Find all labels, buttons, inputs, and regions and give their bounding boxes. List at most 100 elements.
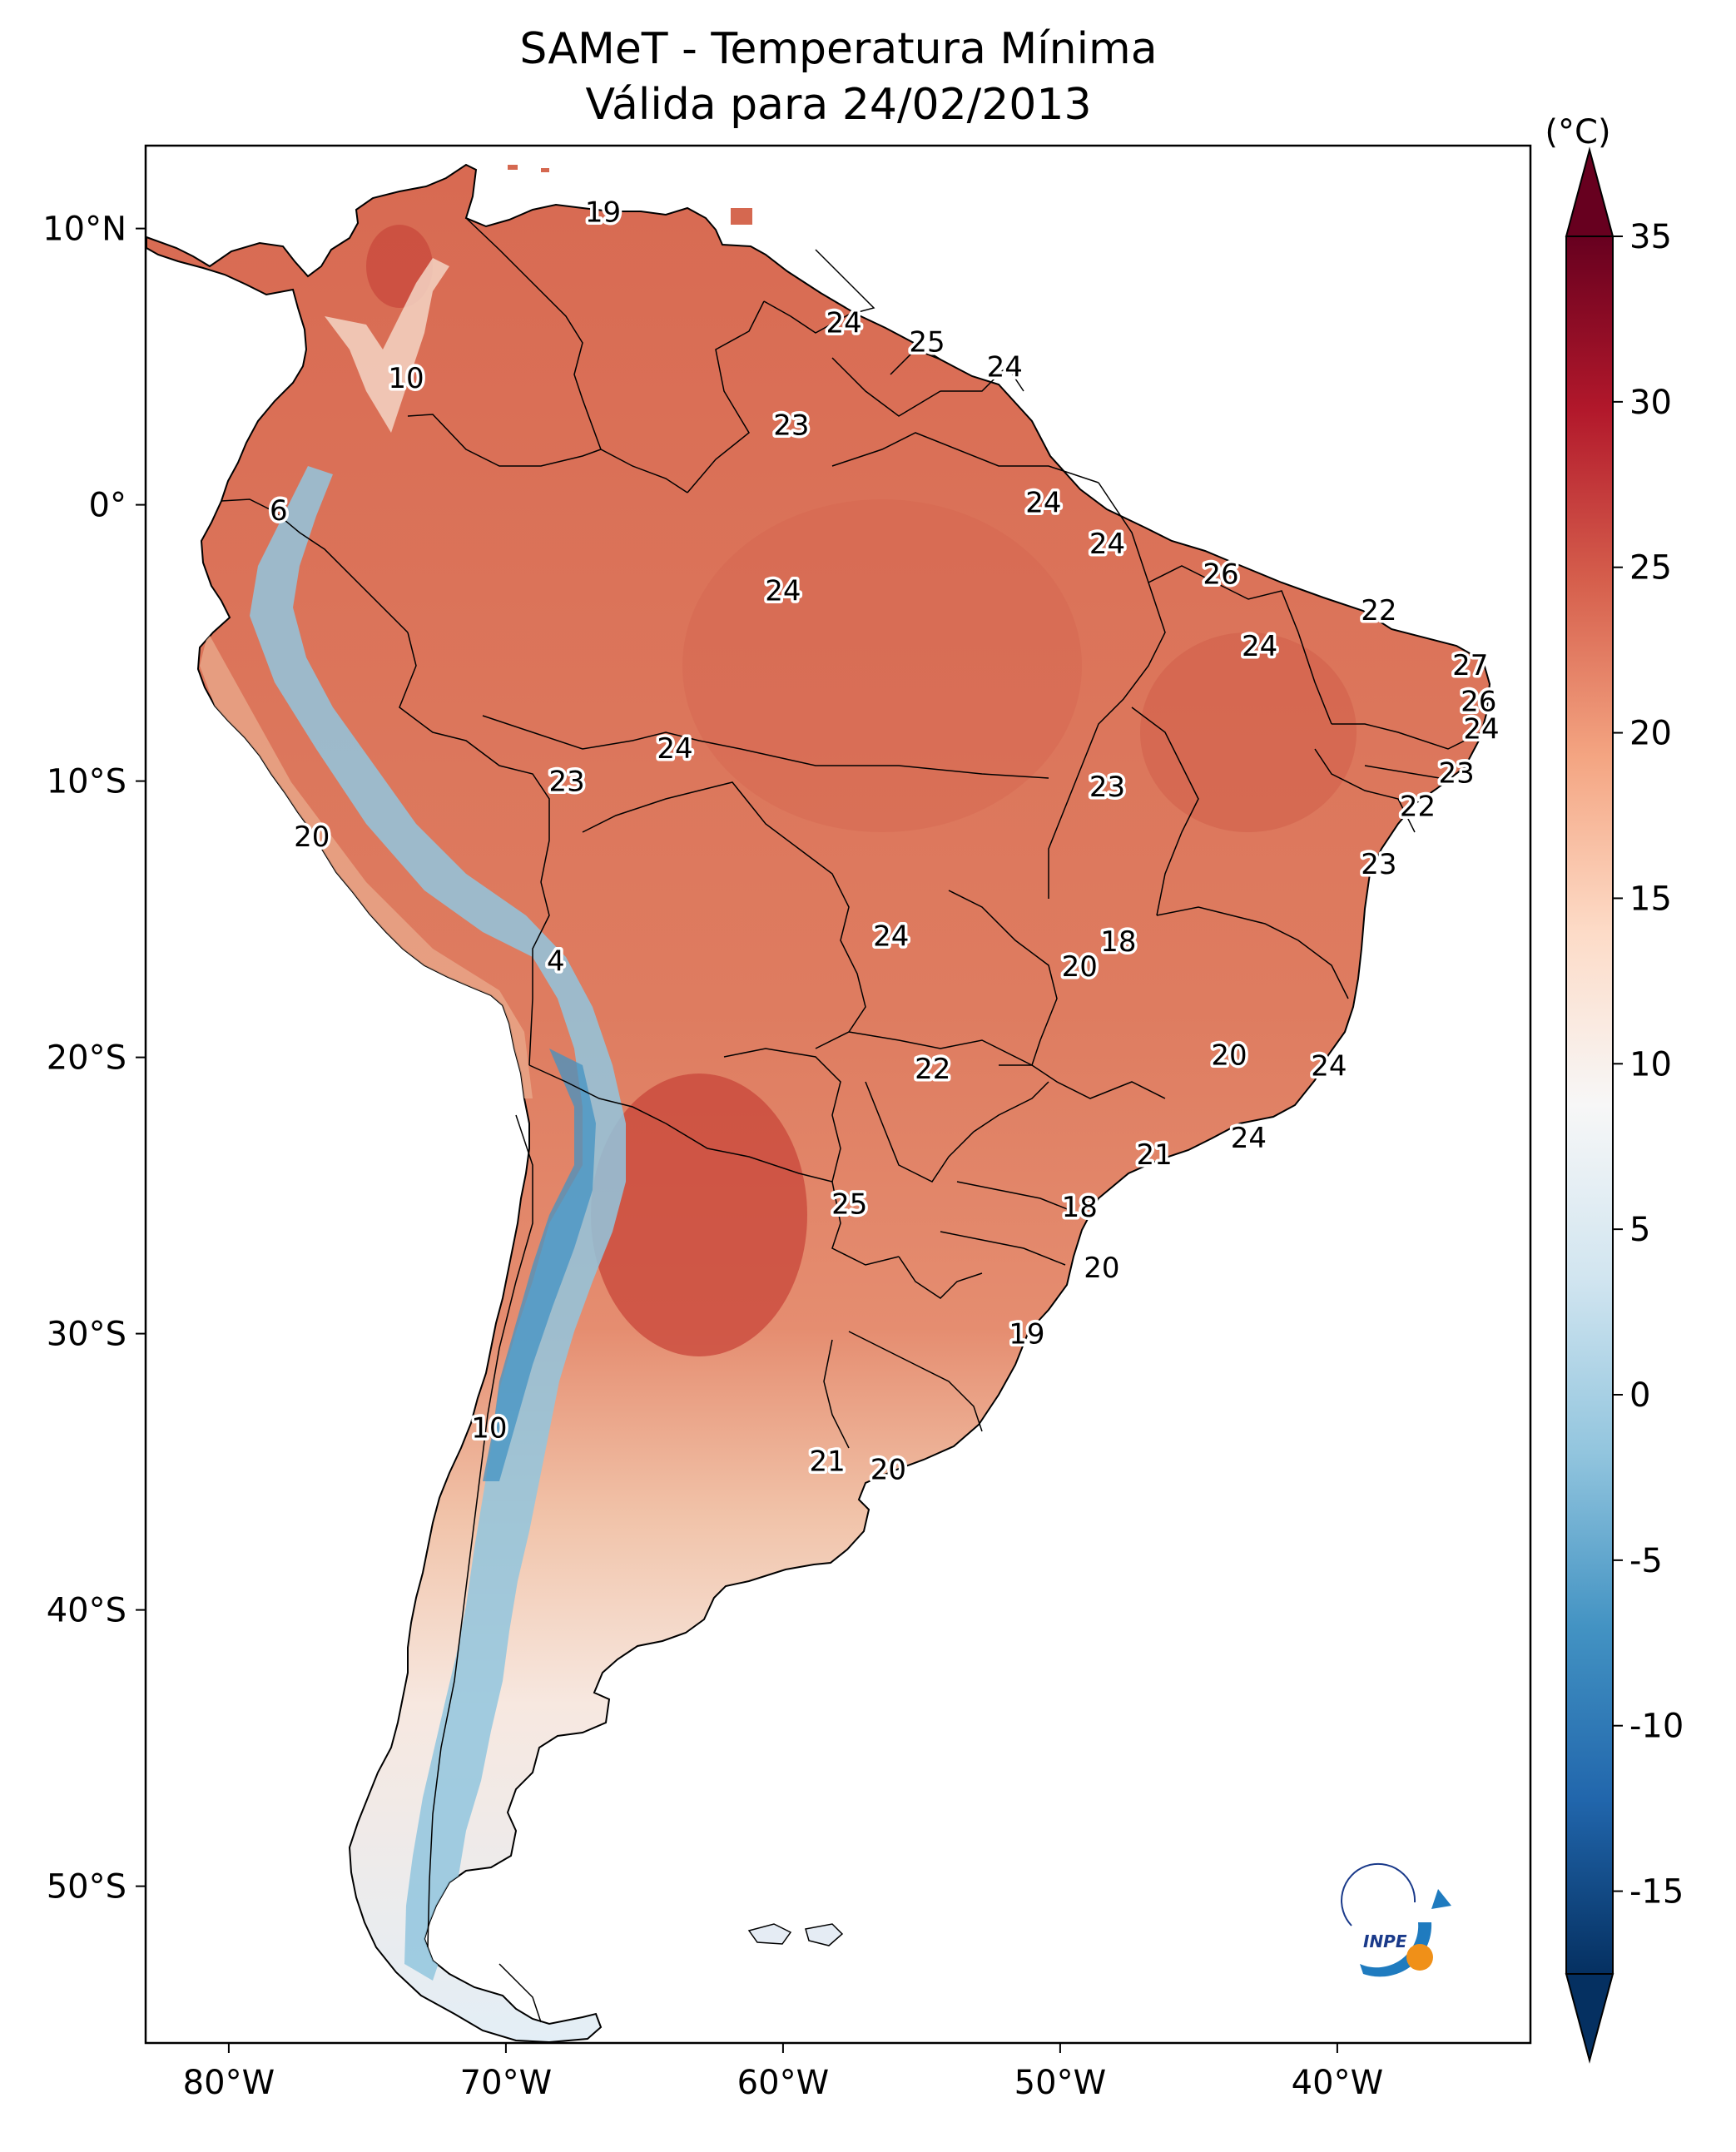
border-guyana-brazil	[831, 357, 941, 417]
border-north-states	[831, 432, 1099, 483]
caribbean-islands	[508, 165, 752, 225]
colorbar-tick-label: 5	[1629, 1211, 1650, 1249]
border-parana	[956, 1181, 1083, 1216]
lon-tick-label: 40°W	[1292, 2064, 1383, 2102]
colorbar-tick-label: 35	[1629, 218, 1672, 256]
border-uruguay-argentina	[823, 1339, 850, 1449]
lat-tick-label: 0°	[89, 487, 126, 525]
border-santa-catarina	[940, 1231, 1066, 1266]
border-bolivia-brazil	[582, 781, 866, 1049]
station-value-label: 24	[657, 732, 692, 766]
logo-sun	[1406, 1944, 1433, 1971]
border-misiones	[898, 1256, 983, 1299]
lat-tick-label: 30°S	[47, 1316, 126, 1354]
colorbar: (°C) 35 30 25 20 15 10 5 0 -5 -10 -15	[1545, 113, 1684, 2064]
station-value-label: 24	[1463, 713, 1499, 746]
station-value-label: 20	[1211, 1039, 1247, 1072]
station-value-label: 19	[1009, 1318, 1044, 1351]
colombian-cordillera	[325, 258, 449, 433]
border-peru-brazil	[399, 632, 550, 883]
border-french-guiana	[940, 364, 1024, 392]
station-value-label: 22	[915, 1053, 950, 1086]
country-borders	[221, 217, 1482, 2023]
station-value-label: 24	[1311, 1050, 1347, 1083]
falkland-islands	[747, 1923, 844, 1946]
station-value-label: 23	[1438, 757, 1474, 791]
colorbar-tick-label: 0	[1629, 1376, 1650, 1415]
logo-text: INPE	[1363, 1931, 1407, 1951]
station-value-label: 24	[873, 920, 909, 954]
inpe-logo: INPE	[1341, 1862, 1451, 1977]
map-subtitle: Válida para 24/02/2013	[585, 80, 1092, 130]
border-amazon-states	[482, 715, 1049, 779]
border-ecuador-peru	[221, 498, 409, 633]
station-value-label: 24	[987, 351, 1023, 384]
station-value-label: 20	[870, 1453, 906, 1486]
border-mato-grosso-sul	[848, 1031, 1033, 1066]
station-value-label: 23	[1361, 848, 1396, 881]
station-value-label: 26	[1203, 558, 1238, 592]
station-value-label: 10	[471, 1411, 507, 1445]
station-value-label: 21	[1136, 1138, 1172, 1172]
station-value-label: 4	[547, 945, 565, 978]
border-bolivia-paraguay	[723, 1048, 841, 1183]
station-value-label: 24	[1089, 528, 1125, 561]
station-value-label: 6	[270, 494, 288, 528]
station-value-label: 20	[1062, 950, 1098, 984]
lat-tick-label: 10°N	[42, 211, 126, 249]
andes-coldest-core	[483, 1049, 596, 1481]
station-value-label: 10	[388, 362, 424, 395]
colorbar-tick-label: -15	[1629, 1873, 1684, 1912]
colorbar-tick-label: 15	[1629, 880, 1672, 918]
border-ne-states	[1332, 723, 1482, 750]
station-value-label: 23	[1089, 771, 1125, 804]
map-frame	[144, 144, 1532, 2045]
station-value-label: 20	[294, 821, 330, 854]
lon-tick-label: 80°W	[183, 2064, 275, 2102]
lat-tick-label: 20°S	[47, 1039, 126, 1078]
colorbar-tick-label: 25	[1629, 549, 1672, 588]
station-value-label: 24	[1242, 630, 1277, 663]
border-chile-argentina	[427, 1114, 533, 1948]
station-value-label: 25	[909, 326, 945, 359]
border-guyana	[763, 249, 875, 334]
border-suriname	[890, 349, 941, 375]
border-para-tocantins	[1048, 482, 1166, 899]
station-value-label: 21	[810, 1445, 846, 1478]
lat-tick-label: 40°S	[47, 1592, 126, 1630]
border-peru-bolivia	[528, 881, 550, 1066]
warm-core-chaco	[591, 1074, 807, 1356]
station-value-label: 24	[1025, 486, 1061, 519]
station-value-label: 23	[773, 409, 809, 442]
latitude-axis: 10°N 0° 10°S 20°S 30°S 40°S 50°S	[42, 211, 146, 1907]
station-value-label: 23	[549, 766, 585, 799]
border-bolivia-south	[528, 1064, 667, 1124]
border-bahia-north	[1314, 748, 1416, 833]
station-value-label: 27	[1452, 649, 1488, 682]
longitude-axis: 80°W 70°W 60°W 50°W 40°W	[183, 2043, 1383, 2102]
station-value-label: 22	[1361, 594, 1396, 627]
station-value-label: 24	[826, 306, 862, 340]
colorbar-min-arrow	[1565, 1973, 1614, 2064]
border-tocantins-bahia	[1131, 707, 1199, 916]
lat-tick-label: 10°S	[47, 763, 126, 801]
colorbar-tick-label: 30	[1629, 384, 1672, 422]
station-value-label: 20	[1084, 1252, 1119, 1285]
colorbar-ticks: 35 30 25 20 15 10 5 0 -5 -10 -15	[1613, 218, 1684, 1912]
lon-tick-label: 70°W	[460, 2064, 552, 2102]
colorbar-max-arrow	[1565, 146, 1614, 237]
border-bahia-minas	[1156, 906, 1349, 999]
station-value-label: 26	[1461, 685, 1496, 718]
station-value-label: 24	[1231, 1122, 1267, 1155]
colorbar-bar	[1565, 236, 1614, 1975]
border-colombia-venezuela	[465, 217, 602, 450]
lat-tick-label: 50°S	[47, 1868, 126, 1907]
station-value-label: 18	[1062, 1191, 1098, 1224]
border-venezuela-brazil	[687, 300, 765, 493]
colorbar-tick-label: -10	[1629, 1708, 1684, 1746]
border-colombia-south	[407, 414, 688, 493]
warm-core-northeast	[1140, 632, 1357, 832]
station-value-label: 24	[765, 575, 801, 608]
